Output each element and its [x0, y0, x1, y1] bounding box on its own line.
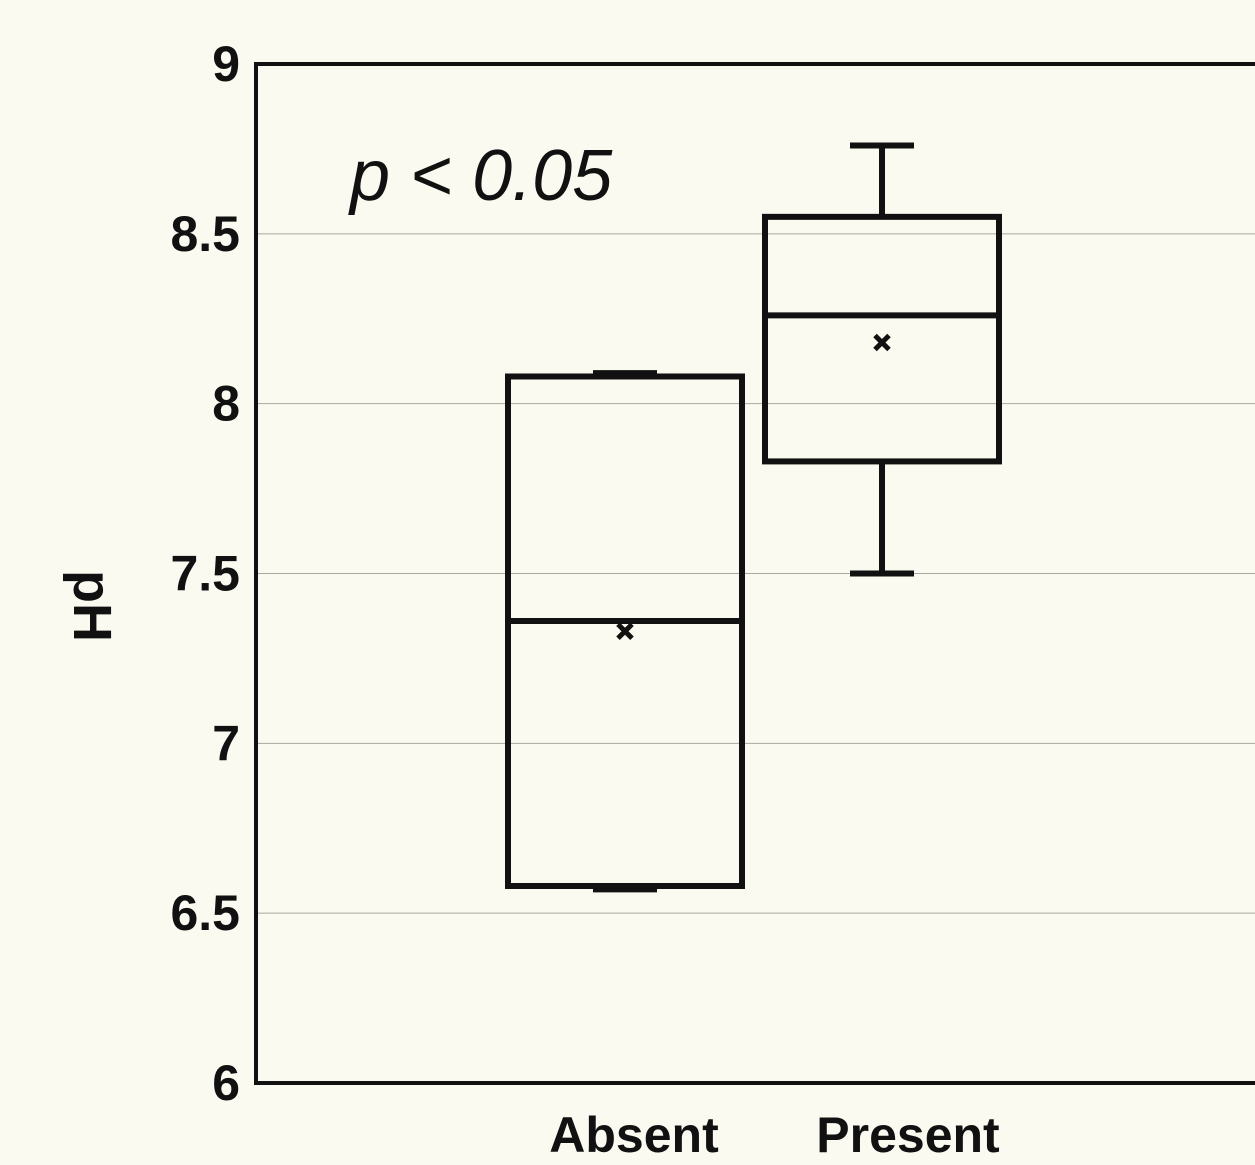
x-category-label: Absent: [549, 1107, 719, 1163]
y-tick-label: 7: [212, 715, 240, 771]
p-value-annotation: p < 0.05: [348, 136, 613, 216]
box-series: [505, 142, 1002, 893]
grid-lines: [256, 233, 1255, 914]
y-tick-labels: 6 6.5 7 7.5 8 8.5 9: [170, 36, 240, 1111]
box-present: [762, 142, 1002, 577]
mean-marker: [873, 333, 891, 352]
y-tick-label: 6.5: [170, 885, 240, 941]
iqr-box: [762, 213, 1002, 465]
mean-marker: [616, 622, 634, 641]
y-tick-label: 9: [212, 36, 240, 92]
plot-frame: [254, 62, 1255, 1085]
box-absent: [505, 370, 745, 893]
y-tick-label: 8.5: [170, 206, 240, 262]
iqr-box: [505, 373, 745, 889]
y-tick-label: 6: [212, 1055, 240, 1111]
y-tick-label: 7.5: [170, 546, 240, 602]
y-tick-label: 8: [212, 376, 240, 432]
x-category-label: Present: [816, 1107, 1000, 1163]
plot-border: [254, 62, 1255, 1085]
x-category-labels: Absent Present: [549, 1107, 1000, 1163]
y-axis-label: pH: [62, 570, 122, 642]
